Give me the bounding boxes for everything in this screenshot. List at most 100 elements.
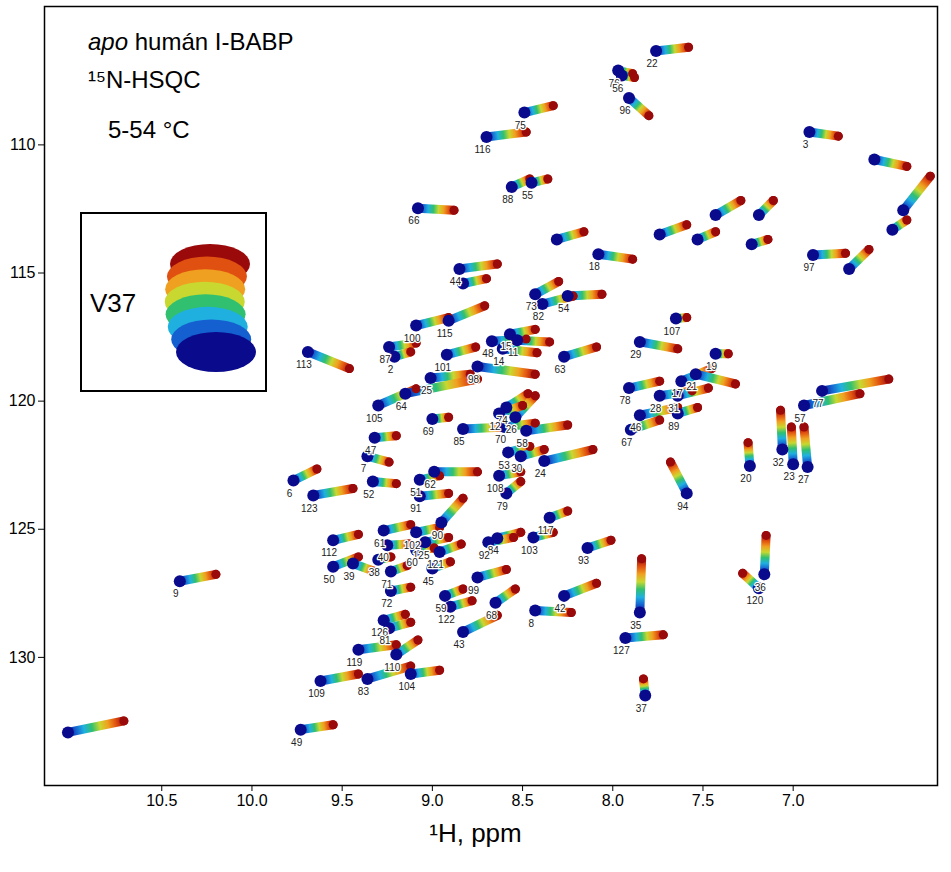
svg-text:100: 100: [404, 333, 421, 344]
svg-text:79: 79: [497, 501, 509, 512]
svg-text:101: 101: [434, 362, 451, 373]
svg-text:V37: V37: [90, 288, 136, 318]
svg-text:105: 105: [366, 413, 383, 424]
svg-text:70: 70: [495, 434, 507, 445]
svg-text:21: 21: [686, 381, 698, 392]
svg-text:44: 44: [450, 276, 462, 287]
svg-text:23: 23: [784, 471, 796, 482]
svg-text:115: 115: [437, 328, 453, 339]
svg-text:88: 88: [502, 194, 514, 205]
svg-text:42: 42: [555, 603, 567, 614]
svg-text:32: 32: [773, 457, 785, 468]
svg-text:69: 69: [423, 426, 435, 437]
svg-text:98: 98: [468, 374, 480, 385]
svg-text:72: 72: [381, 598, 393, 609]
svg-text:53: 53: [499, 460, 511, 471]
svg-text:35: 35: [630, 620, 642, 631]
svg-text:38: 38: [369, 567, 381, 578]
svg-text:31: 31: [668, 403, 680, 414]
svg-text:56: 56: [612, 83, 624, 94]
svg-text:63: 63: [555, 364, 567, 375]
svg-text:6: 6: [287, 488, 293, 499]
svg-text:62: 62: [425, 479, 437, 490]
svg-text:59: 59: [435, 603, 447, 614]
svg-text:117: 117: [538, 525, 554, 536]
svg-text:9.5: 9.5: [331, 792, 353, 809]
svg-text:40: 40: [378, 552, 390, 563]
svg-text:81: 81: [380, 635, 392, 646]
svg-text:75: 75: [515, 120, 527, 131]
svg-text:11: 11: [508, 347, 519, 358]
svg-text:3: 3: [803, 139, 809, 150]
svg-text:18: 18: [589, 261, 601, 272]
svg-text:2: 2: [388, 364, 394, 375]
svg-text:90: 90: [432, 530, 444, 541]
svg-text:66: 66: [408, 215, 420, 226]
svg-text:71: 71: [381, 579, 393, 590]
svg-text:55: 55: [522, 190, 534, 201]
svg-text:77: 77: [812, 398, 824, 409]
svg-text:52: 52: [363, 489, 375, 500]
svg-text:29: 29: [630, 349, 642, 360]
svg-text:27: 27: [798, 474, 810, 485]
svg-text:36: 36: [755, 582, 767, 593]
svg-text:119: 119: [346, 657, 362, 668]
svg-text:49: 49: [291, 737, 303, 748]
svg-text:85: 85: [453, 436, 465, 447]
svg-text:96: 96: [619, 105, 631, 116]
svg-text:30: 30: [511, 463, 523, 474]
svg-text:113: 113: [296, 359, 312, 370]
svg-text:110: 110: [384, 662, 400, 673]
svg-text:125: 125: [9, 520, 36, 537]
svg-text:20: 20: [740, 473, 752, 484]
svg-text:46: 46: [630, 422, 642, 433]
svg-text:67: 67: [621, 437, 633, 448]
svg-text:64: 64: [396, 401, 408, 412]
svg-text:94: 94: [677, 501, 689, 512]
svg-text:68: 68: [486, 610, 498, 621]
svg-text:9.0: 9.0: [421, 792, 443, 809]
svg-text:8.0: 8.0: [602, 792, 624, 809]
svg-text:10.0: 10.0: [236, 792, 267, 809]
svg-text:121: 121: [427, 559, 444, 570]
svg-text:61: 61: [374, 538, 386, 549]
svg-text:57: 57: [794, 413, 806, 424]
svg-text:39: 39: [343, 571, 355, 582]
svg-text:78: 78: [619, 395, 631, 406]
svg-text:17: 17: [672, 388, 684, 399]
svg-text:108: 108: [487, 483, 504, 494]
svg-text:19: 19: [706, 361, 718, 372]
svg-text:123: 123: [301, 503, 318, 514]
svg-text:43: 43: [453, 639, 465, 650]
svg-text:37: 37: [636, 703, 648, 714]
svg-text:26: 26: [506, 424, 518, 435]
svg-text:109: 109: [308, 688, 325, 699]
svg-text:92: 92: [479, 550, 491, 561]
svg-text:82: 82: [533, 311, 545, 322]
svg-text:10.5: 10.5: [146, 792, 177, 809]
svg-text:99: 99: [468, 585, 480, 596]
svg-text:127: 127: [613, 645, 630, 656]
svg-text:110: 110: [10, 136, 36, 153]
svg-text:91: 91: [410, 503, 422, 514]
svg-text:103: 103: [521, 545, 538, 556]
svg-text:51: 51: [410, 487, 422, 498]
svg-text:45: 45: [423, 576, 435, 587]
svg-text:107: 107: [664, 326, 681, 337]
svg-text:12: 12: [490, 421, 502, 432]
svg-text:28: 28: [650, 403, 662, 414]
svg-text:104: 104: [398, 681, 415, 692]
svg-text:47: 47: [365, 445, 377, 456]
svg-text:24: 24: [535, 468, 547, 479]
svg-text:115: 115: [10, 264, 36, 281]
svg-text:8.5: 8.5: [511, 792, 533, 809]
svg-text:22: 22: [647, 58, 659, 69]
svg-text:93: 93: [578, 555, 590, 566]
svg-text:130: 130: [9, 648, 36, 665]
svg-text:89: 89: [668, 421, 680, 432]
svg-text:14: 14: [493, 356, 505, 367]
svg-text:7.5: 7.5: [692, 792, 714, 809]
svg-text:83: 83: [358, 686, 370, 697]
svg-text:48: 48: [482, 348, 494, 359]
svg-text:8: 8: [528, 618, 534, 629]
